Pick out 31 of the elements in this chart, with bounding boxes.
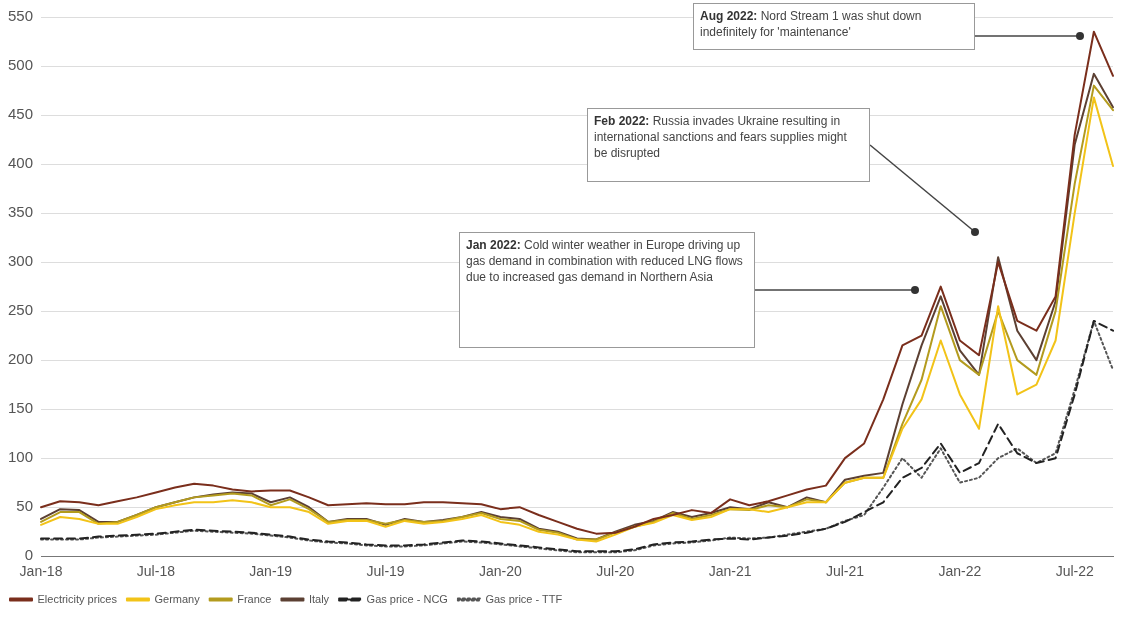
legend-label: Italy — [308, 592, 330, 605]
y-tick-label: 550 — [8, 7, 34, 25]
x-tick-label: Jul-19 — [366, 563, 405, 580]
y-tick-label: 350 — [8, 203, 34, 221]
y-tick-label: 50 — [16, 497, 34, 515]
y-tick-label: 400 — [8, 154, 34, 172]
callout-note: Feb 2022: Russia invades Ukraine resulting in international sanctions and fears supplies might be disrupted — [587, 108, 870, 182]
callout-note: Aug 2022: Nord Stream 1 was shut down indefinitely for 'maintenance' — [693, 3, 975, 50]
x-tick-label: Jan-21 — [708, 563, 752, 580]
legend-label: Germany — [154, 592, 201, 605]
legend-label: Electricity prices — [37, 592, 118, 605]
x-tick-label: Jul-18 — [136, 563, 176, 580]
x-tick-label: Jan-19 — [249, 563, 293, 580]
y-tick-label: 300 — [8, 252, 34, 270]
x-tick-label: Jan-18 — [19, 563, 63, 580]
y-tick-label: 200 — [8, 350, 34, 368]
y-tick-label: 150 — [8, 399, 34, 417]
x-tick-label: Jan-22 — [938, 563, 982, 580]
legend-label: Gas price - TTF — [485, 592, 563, 605]
legend-label: France — [237, 592, 272, 605]
y-tick-label: 450 — [8, 105, 34, 123]
x-tick-label: Jan-20 — [479, 563, 523, 580]
x-tick-label: Jul-22 — [1055, 563, 1094, 580]
legend-label: Gas price - NCG — [366, 592, 448, 605]
x-tick-label: Jul-21 — [825, 563, 865, 580]
y-tick-label: 500 — [8, 56, 34, 74]
y-tick-label: 100 — [8, 448, 34, 466]
x-tick-label: Jul-20 — [596, 563, 635, 580]
y-tick-label: 0 — [24, 546, 34, 564]
y-tick-label: 250 — [8, 301, 34, 319]
callout-note: Jan 2022: Cold winter weather in Europe driving up gas demand in combination with reduced LNG flows due to increased gas demand in Northern Asia — [459, 232, 755, 348]
